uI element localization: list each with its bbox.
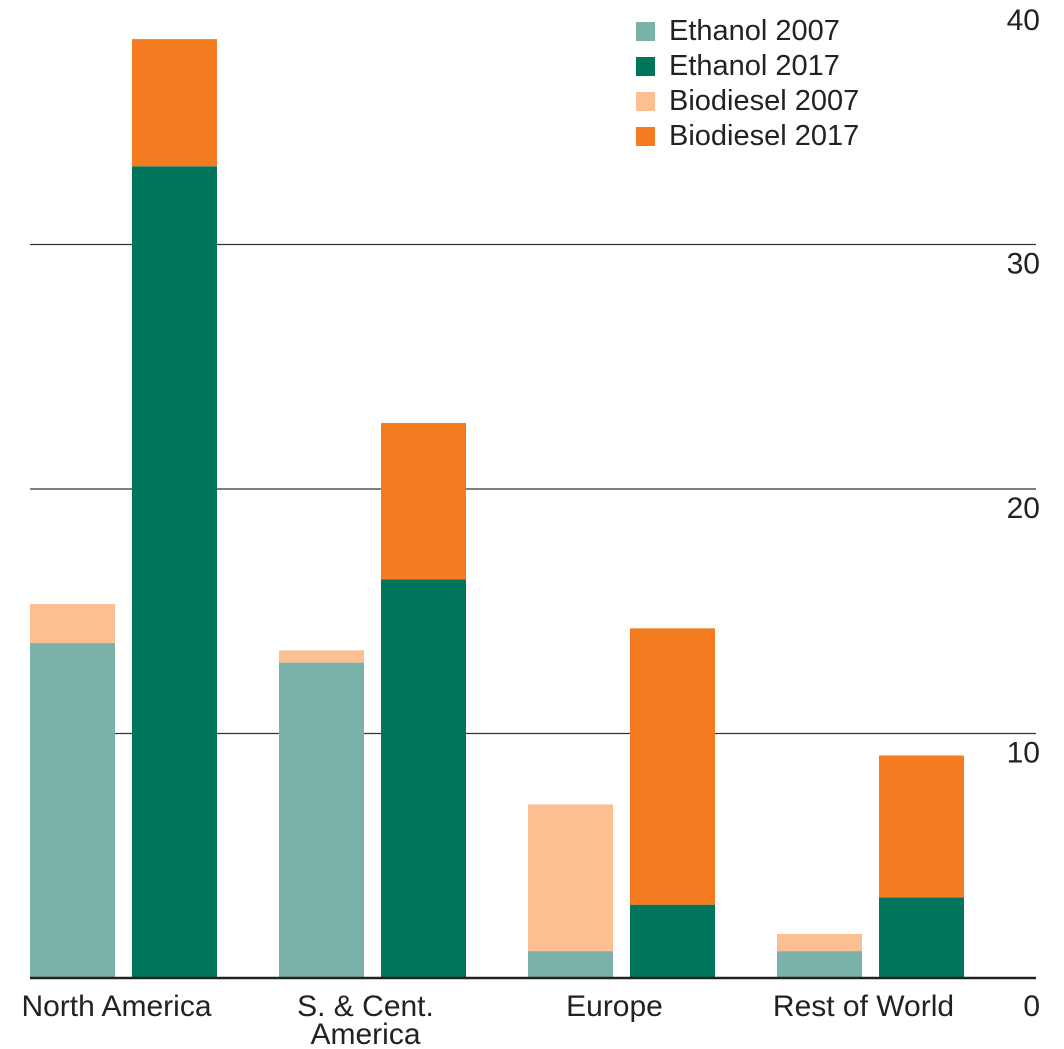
bar-ethanol-2017-3 — [879, 897, 964, 978]
bar-ethanol-2017-0 — [132, 166, 217, 978]
legend-swatch-1 — [636, 57, 655, 76]
legend-swatch-0 — [636, 22, 655, 41]
y-tick-label-40: 40 — [1007, 4, 1040, 37]
bar-biodiesel-2007-3 — [777, 933, 862, 952]
legend-swatch-3 — [636, 127, 655, 146]
legend-label-3: Biodiesel 2017 — [669, 120, 859, 152]
y-tick-label-30: 30 — [1007, 248, 1040, 281]
bar-biodiesel-2017-0 — [132, 39, 217, 167]
y-tick-label-20: 20 — [1007, 492, 1040, 525]
bar-biodiesel-2007-0 — [30, 603, 115, 644]
category-label-2-0: Europe — [566, 990, 663, 1023]
bar-ethanol-2017-1 — [381, 579, 466, 978]
y-tick-label-10: 10 — [1007, 737, 1040, 770]
bar-biodiesel-2007-1 — [279, 650, 364, 663]
bar-biodiesel-2017-2 — [630, 628, 715, 905]
category-label-1-1: America — [310, 1018, 420, 1049]
bar-ethanol-2017-2 — [630, 904, 715, 978]
y-axis-tick-labels: 0 10 20 30 40 — [1007, 4, 1040, 1023]
category-label-1-0: S. & Cent. — [297, 990, 434, 1023]
bar-biodiesel-2017-3 — [879, 755, 964, 898]
legend-swatch-2 — [636, 92, 655, 111]
bar-ethanol-2007-0 — [30, 643, 115, 978]
bar-biodiesel-2017-1 — [381, 422, 466, 580]
bar-ethanol-2007-1 — [279, 662, 364, 978]
category-label-3-0: Rest of World — [773, 990, 954, 1023]
legend-label-0: Ethanol 2007 — [669, 15, 840, 47]
y-tick-label-0: 0 — [1023, 990, 1040, 1023]
legend-label-1: Ethanol 2017 — [669, 50, 840, 82]
bars — [30, 39, 964, 978]
bar-biodiesel-2007-2 — [528, 804, 613, 952]
legend-label-2: Biodiesel 2007 — [669, 85, 859, 117]
category-label-0-0: North America — [21, 990, 211, 1023]
bar-ethanol-2007-2 — [528, 951, 613, 978]
bar-ethanol-2007-3 — [777, 951, 862, 978]
x-axis-category-labels: North America S. & Cent.America Europe Rest… — [21, 990, 954, 1049]
